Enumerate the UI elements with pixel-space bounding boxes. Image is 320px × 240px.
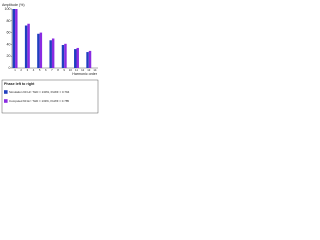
bar bbox=[27, 23, 30, 68]
x-tick-label: 7 bbox=[51, 68, 53, 72]
bar bbox=[61, 44, 65, 68]
x-tick-label: 6 bbox=[45, 68, 47, 72]
y-tick-label: 60 bbox=[7, 31, 11, 35]
legend-label: Simulation 60 Hz: THD = 130%, PoWF = 0.7… bbox=[9, 90, 70, 94]
y-tick-label: 40 bbox=[7, 42, 11, 46]
x-tick-label: 8 bbox=[57, 68, 59, 72]
y-axis-label: Amplitude (%) bbox=[2, 3, 25, 7]
bar bbox=[12, 9, 16, 68]
legend-swatch bbox=[4, 99, 8, 103]
bar bbox=[37, 33, 40, 68]
y-tick-label: 0 bbox=[9, 66, 11, 70]
bar bbox=[74, 49, 77, 68]
bar bbox=[39, 32, 43, 68]
x-tick-label: 13 bbox=[87, 68, 91, 72]
bar bbox=[15, 9, 18, 68]
x-tick-label: 10 bbox=[69, 68, 73, 72]
x-tick-label: 14 bbox=[93, 68, 97, 72]
y-tick-label: 20 bbox=[7, 54, 11, 58]
bar bbox=[24, 25, 28, 68]
x-tick-label: 3 bbox=[27, 68, 29, 72]
y-tick-label: 80 bbox=[7, 19, 11, 23]
x-axis-label: Harmonic order bbox=[72, 72, 98, 76]
x-tick-label: 5 bbox=[39, 68, 41, 72]
x-tick-label: 2 bbox=[20, 68, 22, 72]
x-tick-label: 1 bbox=[14, 68, 16, 72]
bar bbox=[88, 50, 92, 68]
bar bbox=[64, 43, 67, 68]
chart: Amplitude (%) Harmonic order Phase left … bbox=[1, 3, 99, 114]
bar bbox=[51, 38, 55, 68]
page: {"chart_data": {"type": "bar", "y_label"… bbox=[0, 0, 100, 115]
legend-box bbox=[1, 79, 99, 114]
bar bbox=[49, 40, 52, 68]
bar bbox=[76, 47, 79, 68]
legend-swatch bbox=[4, 90, 8, 94]
y-tick-label: 100 bbox=[5, 7, 11, 11]
x-tick-label: 11 bbox=[75, 68, 78, 72]
legend-title: Phase left to right bbox=[4, 82, 35, 86]
legend-label: Computed 60 Hz: THD = 133%, PoWF = 0.785 bbox=[9, 99, 69, 103]
x-tick-label: 9 bbox=[63, 68, 65, 72]
bar bbox=[86, 52, 89, 68]
x-tick-label: 4 bbox=[33, 68, 35, 72]
x-tick-label: 12 bbox=[81, 68, 85, 72]
